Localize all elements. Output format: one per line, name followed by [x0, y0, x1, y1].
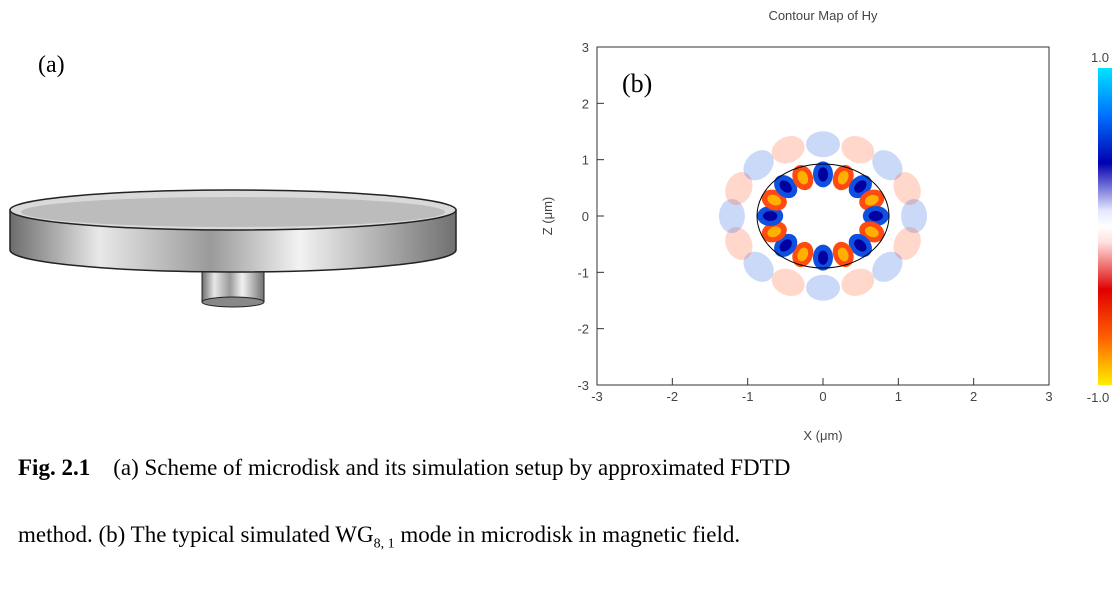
x-tick-label: -1	[742, 389, 754, 404]
caption-text: mode in microdisk in magnetic field.	[395, 522, 741, 547]
x-tick-label: 3	[1045, 389, 1052, 404]
plot-title: Contour Map of Hy	[768, 8, 878, 23]
y-tick-label: -3	[577, 378, 589, 393]
mode-lobe	[901, 199, 927, 233]
figure-number: Fig. 2.1	[18, 455, 90, 480]
x-tick-label: -3	[591, 389, 603, 404]
y-tick-label: 2	[582, 96, 589, 111]
mode-lobe-core	[818, 250, 828, 264]
x-axis-label: X (μm)	[803, 428, 842, 443]
x-tick-label: 0	[819, 389, 826, 404]
y-tick-label: -1	[577, 265, 589, 280]
caption-line: method. (b) The typical simulated WG8, 1…	[18, 522, 740, 553]
y-tick-label: -2	[577, 322, 589, 337]
caption-text: method. (b) The typical simulated WG	[18, 522, 374, 547]
colorbar-min: -1.0	[1087, 390, 1109, 405]
caption-line: Fig. 2.1 (a) Scheme of microdisk and its…	[18, 455, 790, 481]
x-tick-label: 2	[970, 389, 977, 404]
mode-lobe-core	[818, 167, 828, 181]
x-tick-label: -2	[667, 389, 679, 404]
figure: (a) Contour Map of Hy (b) X (μm) Z (μm) …	[0, 0, 1119, 605]
caption-subscript: 8, 1	[374, 537, 395, 552]
colorbar	[1098, 68, 1112, 385]
panel-label: (b)	[622, 69, 652, 98]
pedestal-base	[202, 297, 264, 307]
plot-frame	[597, 47, 1049, 385]
mode-lobe	[719, 199, 745, 233]
x-tick-label: 1	[895, 389, 902, 404]
y-tick-label: 3	[582, 40, 589, 55]
mode-lobe-core	[763, 211, 777, 221]
caption-text: (a) Scheme of microdisk and its simulati…	[113, 455, 790, 480]
mode-lobe-core	[869, 211, 883, 221]
panel-label: (a)	[38, 52, 65, 78]
mode-lobe	[806, 131, 840, 157]
colorbar-max: 1.0	[1091, 50, 1109, 65]
disk-top-inner	[21, 197, 445, 227]
y-tick-label: 0	[582, 209, 589, 224]
page: (a) Contour Map of Hy (b) X (μm) Z (μm) …	[0, 0, 1119, 605]
mode-lobe	[806, 275, 840, 301]
y-axis-label: Z (μm)	[540, 197, 555, 236]
y-tick-label: 1	[582, 153, 589, 168]
